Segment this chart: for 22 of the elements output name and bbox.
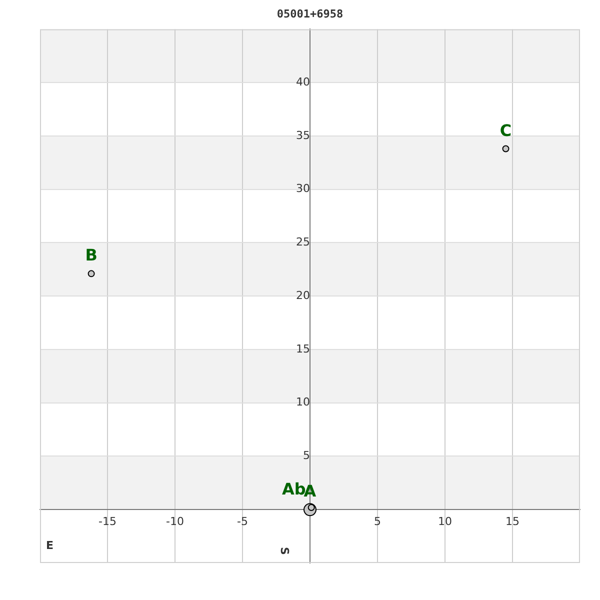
- y-tick-label: 25: [296, 236, 310, 249]
- series-label: C: [500, 120, 512, 140]
- chart-title: 05001+6958: [276, 7, 344, 20]
- point: [502, 145, 510, 152]
- x-tick-label: -5: [237, 515, 248, 528]
- y-tick-label: 5: [303, 449, 310, 462]
- annotation: S: [278, 547, 292, 556]
- x-tick-label: -15: [98, 515, 116, 528]
- series-label: B: [85, 246, 98, 265]
- y-tick-label: 10: [296, 396, 310, 409]
- x-tick-label: 10: [438, 515, 452, 528]
- y-tick-label: 15: [296, 342, 310, 356]
- y-tick-label: 30: [296, 182, 310, 196]
- x-tick-label: 5: [374, 515, 381, 528]
- y-tick-label: 20: [296, 288, 310, 302]
- y-tick-label: 40: [296, 75, 310, 88]
- x-tick-label: 15: [506, 515, 520, 528]
- x-tick-label: -10: [166, 515, 184, 528]
- y-tick-label: 35: [296, 128, 310, 142]
- annotation: E: [46, 539, 54, 552]
- point: [88, 270, 95, 278]
- series-label: A: [304, 482, 317, 501]
